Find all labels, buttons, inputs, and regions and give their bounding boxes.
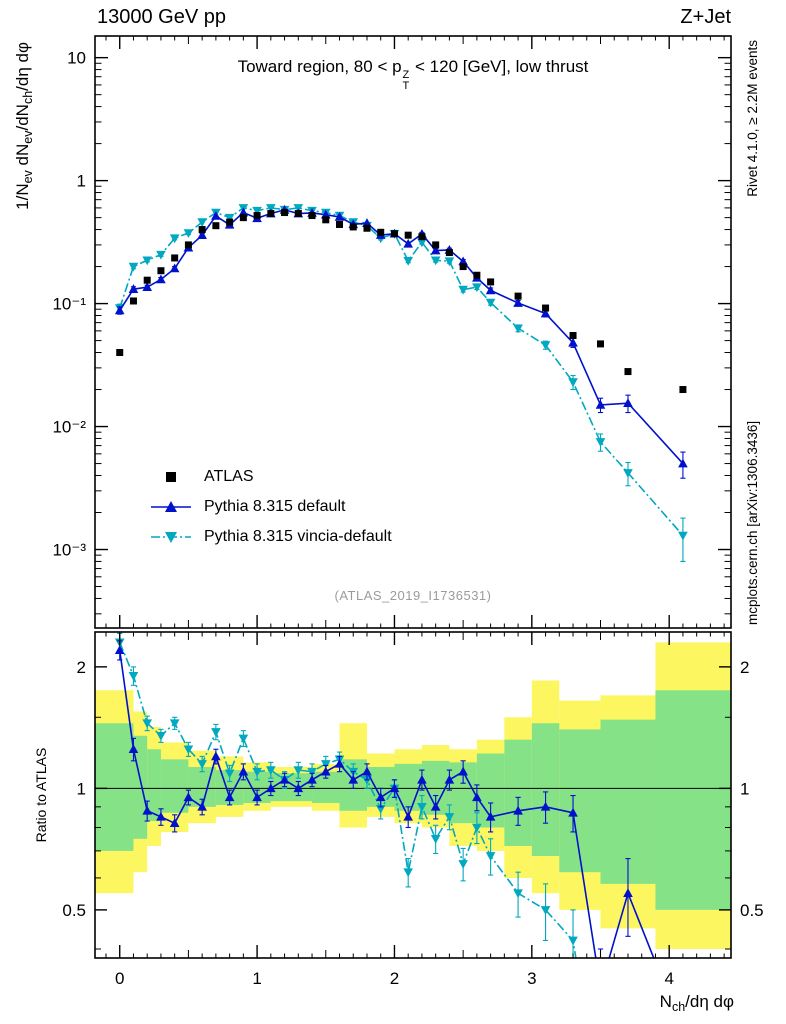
atlas-marker-swatch: [166, 472, 176, 482]
legend: ATLAS Pythia 8.315 default Pythia 8.315 …: [148, 462, 392, 552]
legend-label-pythia-default: Pythia 8.315 default: [204, 498, 346, 515]
svg-text:Nch/dη dφ: Nch/dη dφ: [660, 992, 734, 1014]
svg-text:10⁻²: 10⁻²: [52, 418, 86, 437]
axes: [94, 35, 732, 959]
pt-superscript: Z: [402, 68, 410, 81]
legend-item-atlas: ATLAS: [148, 462, 392, 492]
svg-text:2: 2: [77, 658, 86, 677]
legend-item-pythia-vincia: Pythia 8.315 vincia-default: [148, 522, 392, 552]
observable-title-pre: Toward region, 80 < p: [237, 57, 402, 76]
svg-text:1: 1: [740, 779, 749, 798]
svg-text:1: 1: [77, 779, 86, 798]
svg-text:0.5: 0.5: [62, 901, 86, 920]
pythia-default-marker-swatch: [151, 501, 191, 512]
svg-text:0.5: 0.5: [740, 901, 764, 920]
svg-text:10: 10: [67, 49, 86, 68]
rivet-version-label: Rivet 4.1.0, ≥ 2.2M events: [745, 40, 760, 197]
svg-text:2: 2: [390, 969, 399, 988]
legend-label-atlas: ATLAS: [204, 468, 254, 485]
legend-item-pythia-default: Pythia 8.315 default: [148, 492, 392, 522]
side-annotations: Rivet 4.1.0, ≥ 2.2M events mcplots.cern.c…: [745, 40, 760, 625]
svg-text:0: 0: [115, 969, 124, 988]
series-ratio-pythia-8-315-default: [114, 640, 655, 958]
beam-energy-title: 13000 GeV pp: [97, 6, 226, 28]
svg-text:1/Nev dNev/dNch/dη dφ: 1/Nev dNev/dNch/dη dφ: [13, 42, 35, 210]
svg-text:1: 1: [77, 172, 86, 191]
ratio-uncertainty-bands: [95, 642, 731, 950]
series-atlas-main: [116, 209, 687, 394]
svg-text:1: 1: [252, 969, 261, 988]
analysis-id-watermark: (ATLAS_2019_I1736531): [334, 588, 492, 603]
series-pythia-8-315-vincia-default-main: [114, 204, 688, 562]
pythia-vincia-marker-swatch: [151, 532, 191, 543]
svg-text:10⁻³: 10⁻³: [52, 541, 86, 560]
svg-text:10⁻¹: 10⁻¹: [52, 295, 86, 314]
observable-title-post: < 120 [GeV], low thrust: [410, 57, 589, 76]
svg-text:3: 3: [527, 969, 536, 988]
svg-text:2: 2: [740, 658, 749, 677]
mcplots-arxiv-label: mcplots.cern.ch [arXiv:1306.3436]: [745, 421, 760, 625]
axis-labels: 10 1 10⁻¹ 10⁻² 10⁻³ 2 2 1 1 0.5 0.5 0 1 2 3 4 1/Nev dNev…: [13, 42, 764, 1014]
legend-label-pythia-vincia: Pythia 8.315 vincia-default: [204, 528, 392, 545]
pt-subscript: T: [402, 79, 410, 92]
svg-text:4: 4: [664, 969, 673, 988]
svg-text:Ratio to ATLAS: Ratio to ATLAS: [33, 748, 49, 843]
process-title: Z+Jet: [680, 6, 731, 28]
